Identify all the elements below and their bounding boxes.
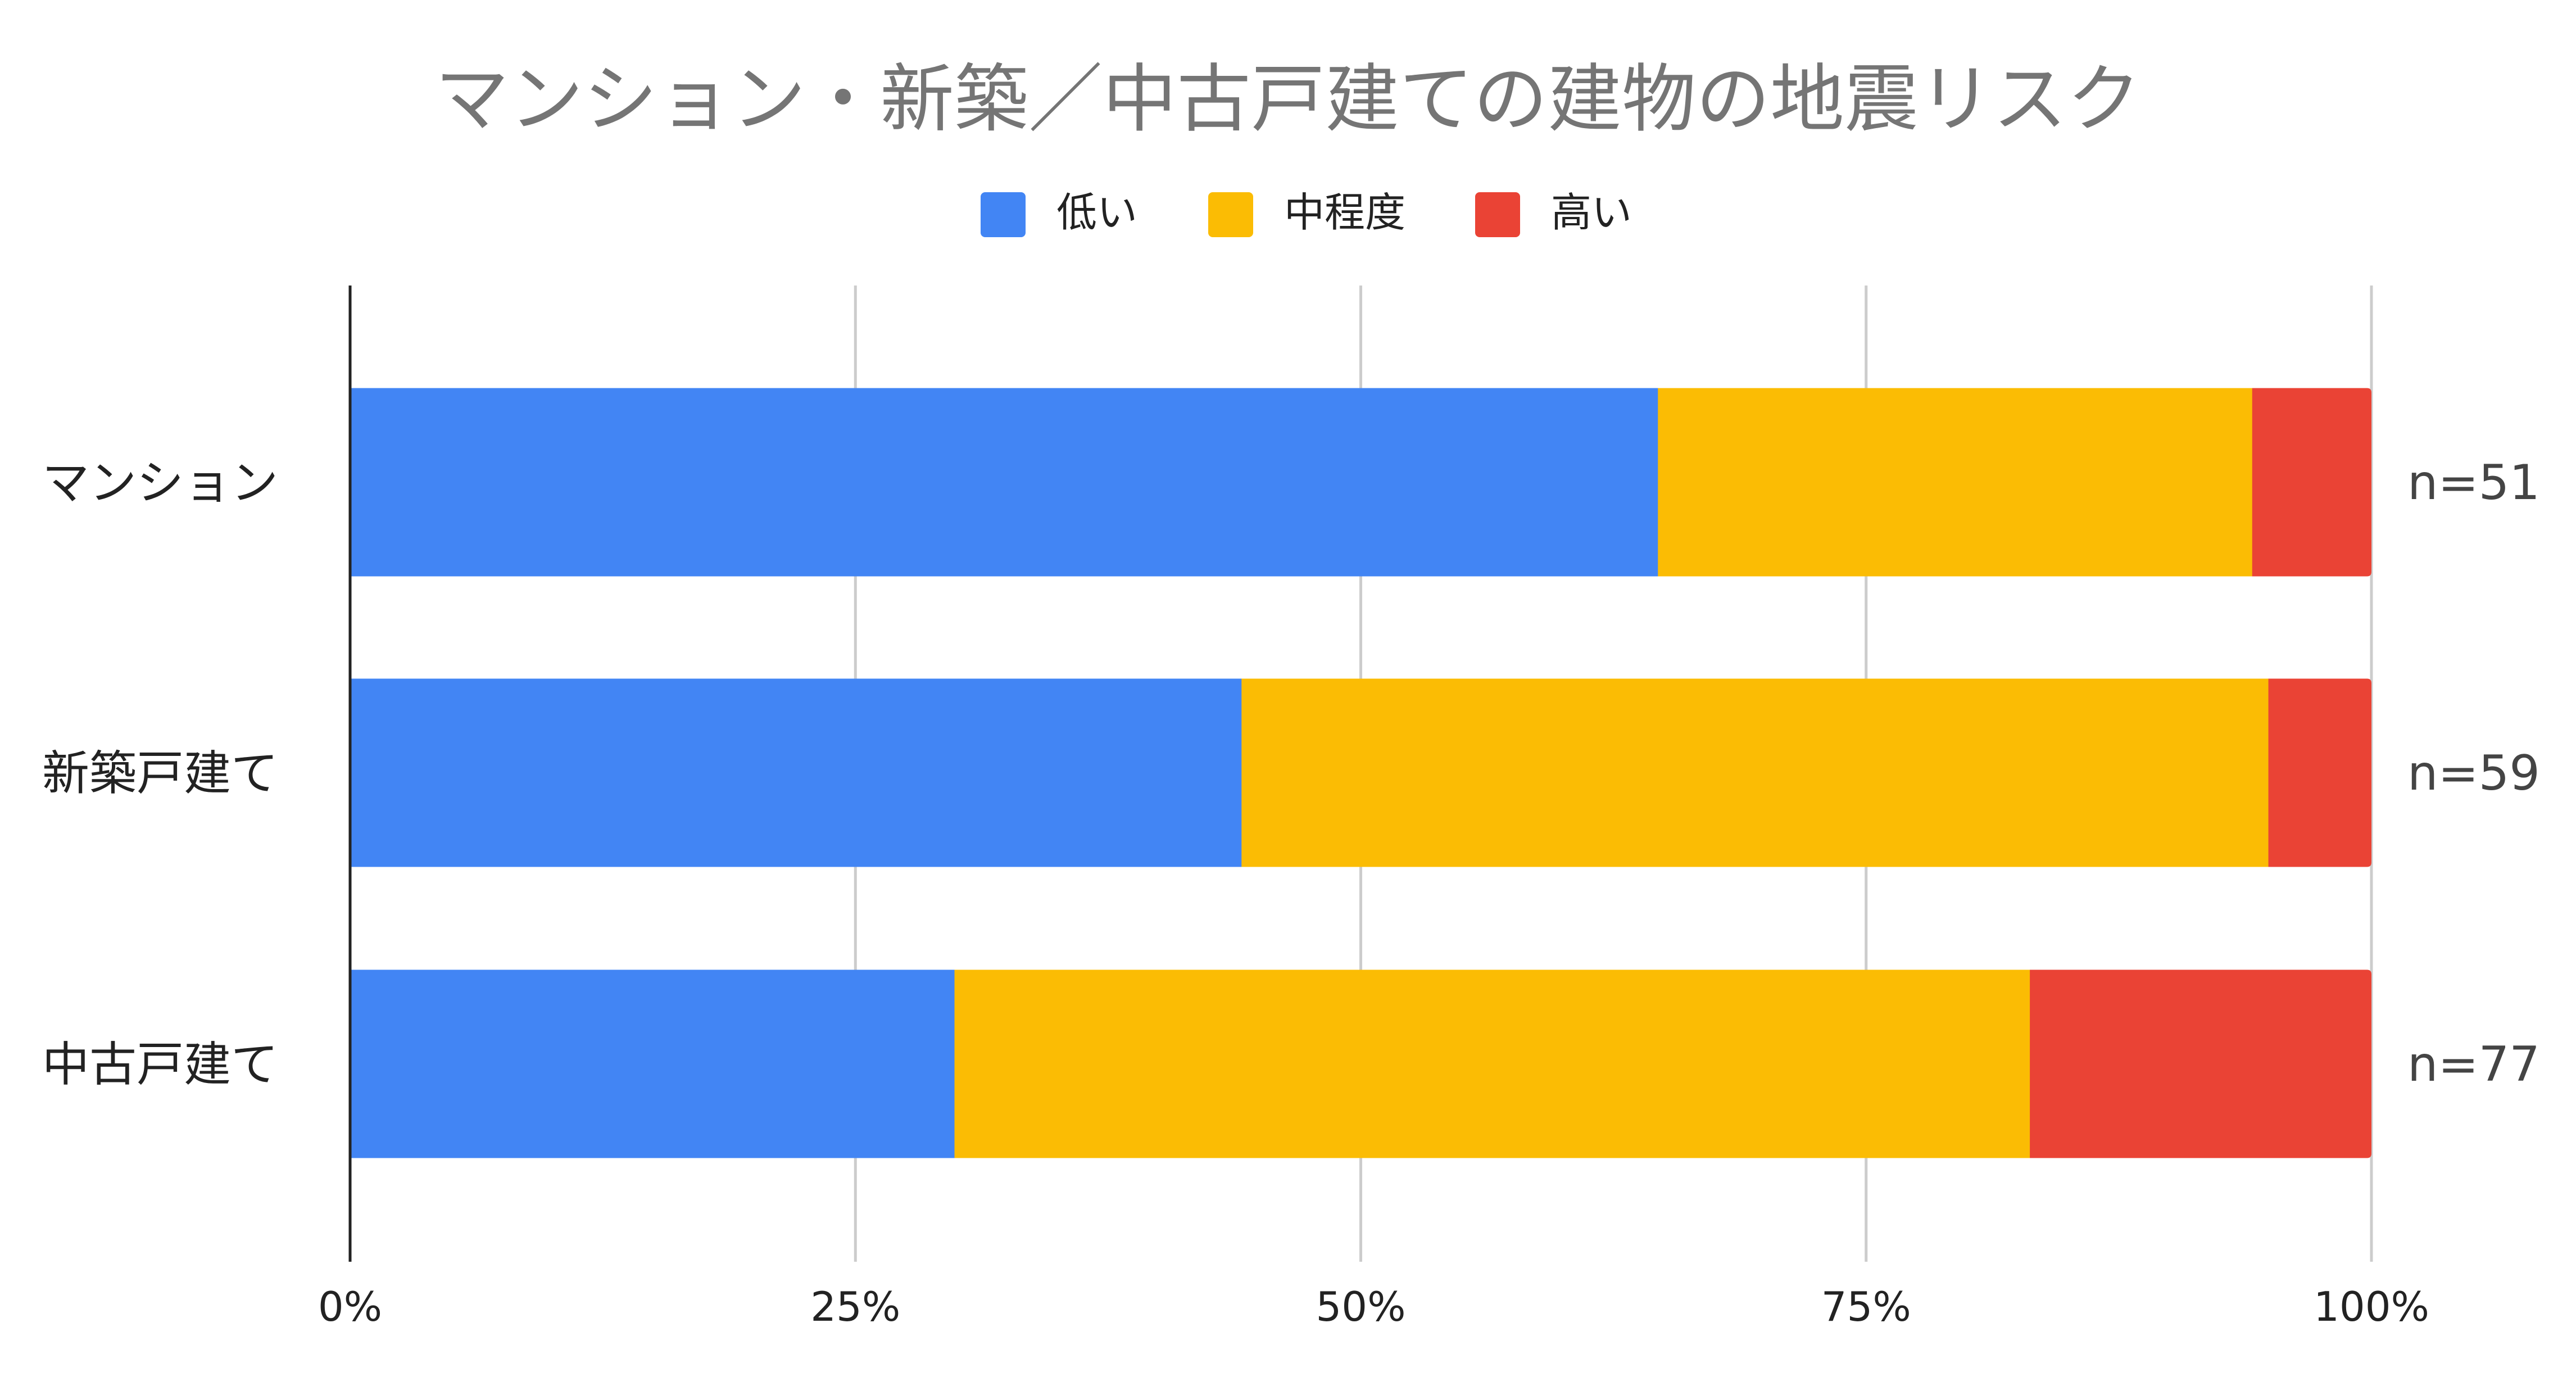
bar-new-house-series-0 [350,678,1242,867]
bar-new-house-series-2 [2268,678,2371,867]
sample-size-label: n=51 [2407,455,2540,511]
bar-mansion-series-2 [2252,388,2371,577]
legend-swatch [981,192,1026,237]
legend-label: 中程度 [1284,189,1405,236]
legend-swatch [1475,192,1520,237]
bar-used-house-series-2 [2030,969,2371,1158]
category-label: 中古戸建て [42,1037,278,1092]
bar-new-house-series-1 [1241,678,2269,867]
legend-label: 高い [1551,189,1632,236]
x-tick-label: 25% [810,1283,900,1330]
category-label: マンション [42,455,278,510]
x-tick-label: 100% [2314,1283,2429,1330]
bar-used-house-series-0 [350,969,955,1158]
x-tick-label: 0% [318,1283,382,1330]
legend: 低い 中程度 高い [981,189,1632,237]
bar-used-house-series-1 [954,969,2030,1158]
bar-mansion-series-0 [350,388,1658,577]
sample-size-label: n=77 [2407,1036,2540,1093]
legend-label: 低い [1056,189,1137,236]
category-label: 新築戸建て [42,746,278,801]
bars [350,388,2371,1158]
sample-size-label: n=59 [2407,745,2540,801]
bar-mansion-series-1 [1658,388,2253,577]
x-tick-label: 50% [1316,1283,1405,1330]
legend-swatch [1208,192,1253,237]
sample-size-labels: n=51 n=59 n=77 [2407,455,2540,1093]
x-tick-labels: 0% 25% 50% 75% 100% [318,1283,2429,1330]
x-tick-label: 75% [1821,1283,1911,1330]
chart-title: マンション・新築／中古戸建ての建物の地震リスク [435,56,2141,143]
